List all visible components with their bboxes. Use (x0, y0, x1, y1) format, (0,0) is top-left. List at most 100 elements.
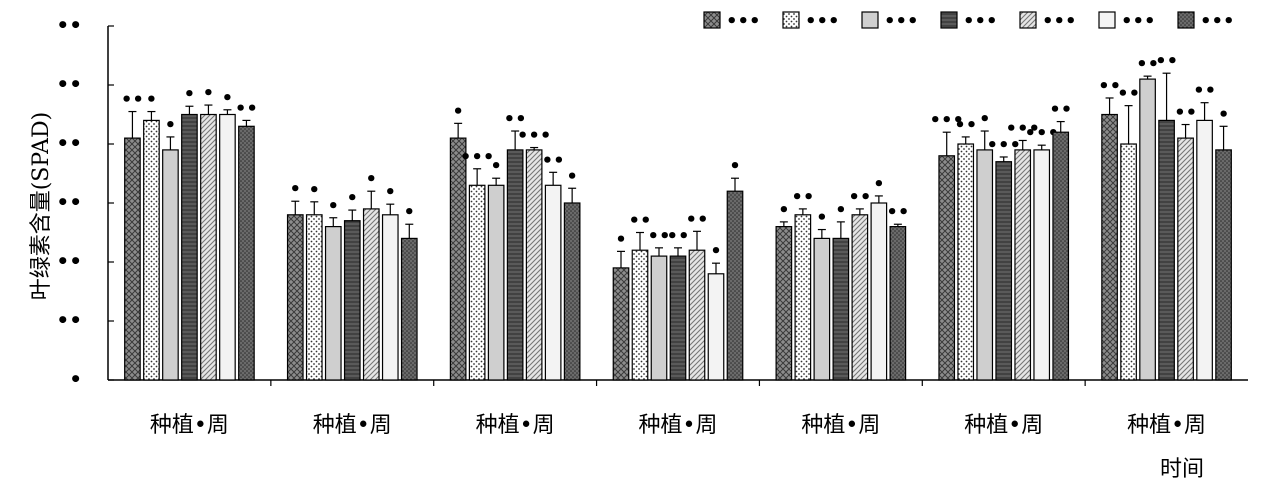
significance-label: •• (848, 187, 871, 208)
legend-entry: ••• (726, 11, 761, 32)
bar (1120, 143, 1137, 381)
significance-label: • (347, 188, 359, 209)
bar (938, 155, 956, 381)
bar (362, 208, 380, 381)
significance-label: • (979, 109, 991, 130)
legend-swatch (782, 11, 800, 29)
x-axis-label: 时间 (1160, 457, 1204, 482)
bar (286, 214, 304, 381)
bar (449, 137, 467, 381)
significance-label: • (222, 88, 234, 109)
bar (162, 149, 179, 381)
significance-label: •• (1117, 84, 1140, 105)
significance-label: • (835, 200, 847, 221)
significance-label: •• (628, 211, 651, 232)
legend-entry: ••• (1200, 11, 1235, 32)
y-tick-label: •• (56, 249, 82, 273)
bar (181, 113, 198, 381)
significance-label: • (1218, 104, 1230, 125)
bar (813, 237, 831, 381)
significance-label: • (615, 229, 627, 250)
legend-swatch (1098, 11, 1116, 29)
legend-swatch (1019, 11, 1037, 29)
bar (525, 149, 543, 381)
bar (1158, 119, 1175, 381)
significance-label: •• (542, 150, 565, 171)
bar (794, 214, 812, 381)
bar (889, 226, 907, 381)
significance-label: •• (886, 202, 909, 223)
significance-label: ••• (460, 147, 495, 168)
bar (775, 226, 793, 381)
bar (468, 184, 486, 381)
bar (726, 190, 744, 381)
significance-label: • (184, 84, 196, 105)
significance-label: •• (791, 187, 814, 208)
legend-entry: ••• (1121, 11, 1156, 32)
significance-label: • (729, 156, 741, 177)
bar (400, 237, 418, 381)
bar (1033, 149, 1051, 381)
y-tick-label: •• (56, 131, 82, 155)
bar (1177, 137, 1194, 381)
y-tick-label: •• (56, 72, 82, 96)
significance-label: • (146, 90, 158, 111)
x-category-label: 种植•周 (1127, 413, 1206, 438)
bar (669, 255, 687, 381)
significance-label: • (566, 166, 578, 187)
legend-swatch (703, 11, 721, 29)
significance-label: • (710, 241, 722, 262)
x-category-label: 种植•周 (150, 413, 229, 438)
legend-entry: ••• (963, 11, 998, 32)
bar (707, 273, 725, 381)
significance-label: • (490, 156, 502, 177)
significance-label: •• (1155, 51, 1178, 72)
significance-label: • (452, 101, 464, 122)
bar (506, 149, 524, 381)
bar (305, 214, 323, 381)
significance-label: • (404, 202, 416, 223)
bar (143, 119, 160, 381)
bar (563, 202, 581, 381)
bar (1052, 131, 1070, 381)
legend-swatch (861, 11, 879, 29)
bar (219, 113, 236, 381)
significance-label: ••• (986, 135, 1021, 156)
bar (343, 220, 361, 381)
significance-label: • (309, 180, 321, 201)
bar (851, 214, 869, 381)
significance-label: •• (121, 90, 144, 111)
y-tick-label: •• (56, 13, 82, 37)
bars-layer: •• ••• • •••• •• ••••••••••••••••••••••••••••… (121, 51, 1232, 381)
x-category-label: 种植•周 (801, 413, 880, 438)
significance-label: ••• (1005, 118, 1040, 139)
significance-label: •• (1049, 100, 1072, 121)
significance-label: • (328, 196, 340, 217)
bar (544, 184, 562, 381)
bar (124, 137, 141, 381)
significance-label: ••• (1024, 123, 1059, 144)
bar (200, 113, 217, 381)
significance-label: • (873, 174, 885, 195)
y-tick-label: •• (56, 190, 82, 214)
legend-swatch (940, 11, 958, 29)
significance-label: • (816, 208, 828, 229)
significance-label: •• (1136, 54, 1159, 75)
legend-entry: ••• (805, 11, 840, 32)
bar (1101, 113, 1118, 381)
x-category-label: 种植•周 (639, 413, 718, 438)
x-category-label: 种植•周 (964, 413, 1043, 438)
significance-label: •• (1174, 103, 1197, 124)
y-axis-label: 叶绿素含量(SPAD) (29, 112, 54, 301)
significance-label: • (203, 83, 215, 104)
significance-label: •• (954, 115, 977, 136)
bar (650, 255, 668, 381)
bar (487, 184, 505, 381)
bar (870, 202, 888, 381)
bar (1196, 119, 1213, 381)
significance-label: •• (1193, 81, 1216, 102)
y-tick-label: •• (56, 308, 82, 332)
bar (238, 125, 255, 381)
bar (381, 214, 399, 381)
